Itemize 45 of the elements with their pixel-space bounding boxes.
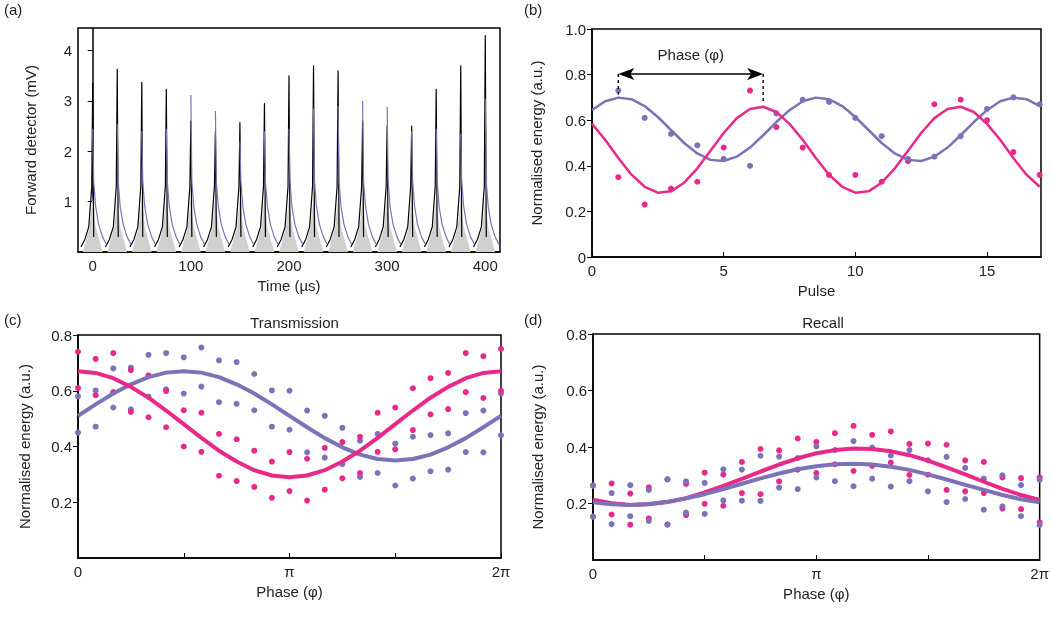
- y-tick-label: 1.0: [565, 20, 586, 38]
- text: (c): [4, 311, 22, 328]
- y-axis-title: Forward detector (mV): [22, 64, 39, 216]
- text: (d): [524, 311, 543, 328]
- x-axis-title: Time (µs): [257, 276, 321, 294]
- chart-title: Transmission: [250, 314, 339, 331]
- y-tick-label: 0.4: [566, 438, 587, 456]
- x-tick-label: 10: [847, 262, 864, 279]
- x-tick-label: 5: [719, 262, 728, 279]
- x-tick-label: 300: [374, 257, 400, 274]
- y-tick-label: 0.8: [51, 326, 72, 344]
- y-axis-title: Normalised energy (a.u.): [528, 60, 545, 226]
- x-tick-label: 200: [276, 257, 302, 274]
- annotation: Phase (φ): [657, 45, 724, 63]
- y-tick-label: 0.2: [51, 493, 72, 511]
- y-tick-label: 0.8: [566, 325, 587, 343]
- x-axis-title: Pulse: [797, 281, 836, 299]
- text: (a): [4, 1, 23, 18]
- y-tick-label: 4: [63, 42, 72, 60]
- x-tick-label: π: [284, 563, 295, 580]
- x-tick-label: 100: [178, 257, 204, 274]
- y-tick-label: 1: [63, 193, 72, 211]
- x-tick-label: 2π: [491, 563, 511, 580]
- y-axis-title: Normalised energy (a.u.): [16, 363, 33, 530]
- y-tick-label: 0.6: [565, 111, 586, 129]
- y-tick-label: 2: [63, 142, 72, 160]
- x-tick-label: 400: [472, 257, 498, 274]
- y-axis-title: Normalised energy (a.u.): [529, 364, 546, 530]
- y-tick-label: 0.6: [566, 382, 587, 399]
- x-tick-label: π: [811, 565, 822, 582]
- y-tick-label: 0.2: [565, 202, 586, 220]
- x-tick-label: 0: [88, 257, 97, 274]
- y-tick-label: 0.4: [565, 157, 586, 175]
- x-tick-label: 0: [588, 565, 598, 582]
- y-tick-label: 0.6: [51, 382, 72, 400]
- x-axis-title: Phase (φ): [783, 584, 850, 602]
- text: (b): [524, 1, 543, 18]
- x-tick-label: 15: [978, 262, 996, 279]
- x-tick-label: 2π: [1030, 565, 1050, 582]
- y-tick-label: 0.2: [566, 495, 587, 512]
- y-tick-label: 0.8: [565, 66, 586, 84]
- y-tick-label: 3: [63, 92, 72, 110]
- y-tick-label: 0.4: [51, 438, 72, 455]
- chart-title: Recall: [802, 314, 844, 331]
- x-axis-title: Phase (φ): [256, 582, 323, 600]
